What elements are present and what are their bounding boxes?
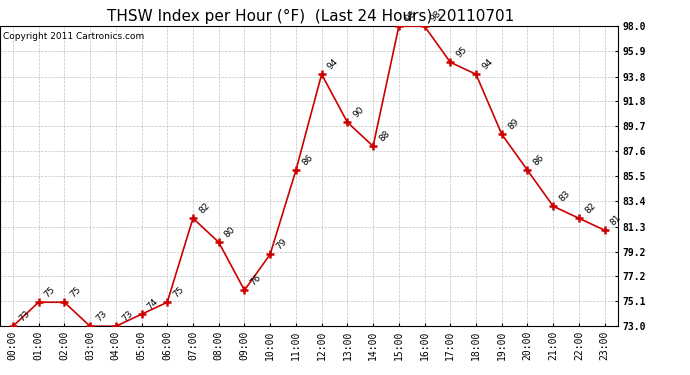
Text: 95: 95: [455, 45, 469, 60]
Text: 80: 80: [223, 225, 237, 240]
Text: 94: 94: [480, 57, 495, 72]
Text: 76: 76: [248, 273, 263, 288]
Text: 73: 73: [17, 309, 32, 324]
Text: 89: 89: [506, 117, 520, 132]
Text: 94: 94: [326, 57, 340, 72]
Text: 73: 73: [120, 309, 135, 324]
Text: 82: 82: [197, 201, 212, 216]
Text: 75: 75: [68, 285, 83, 300]
Text: 81: 81: [609, 213, 623, 228]
Text: 88: 88: [377, 129, 392, 144]
Text: 90: 90: [351, 105, 366, 120]
Text: 83: 83: [558, 189, 572, 204]
Text: Copyright 2011 Cartronics.com: Copyright 2011 Cartronics.com: [3, 32, 144, 41]
Text: 82: 82: [583, 201, 598, 216]
Text: 75: 75: [171, 285, 186, 300]
Text: 98: 98: [428, 9, 443, 24]
Text: THSW Index per Hour (°F)  (Last 24 Hours) 20110701: THSW Index per Hour (°F) (Last 24 Hours)…: [107, 9, 514, 24]
Text: 98: 98: [403, 9, 417, 24]
Text: 74: 74: [146, 297, 160, 312]
Text: 79: 79: [275, 237, 289, 252]
Text: 75: 75: [43, 285, 57, 300]
Text: 73: 73: [95, 309, 109, 324]
Text: 86: 86: [300, 153, 315, 168]
Text: 86: 86: [532, 153, 546, 168]
